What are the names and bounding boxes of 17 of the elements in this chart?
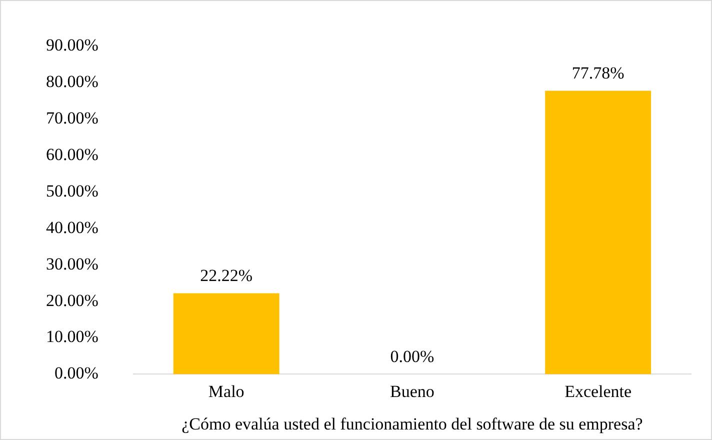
data-label: 0.00%	[390, 347, 434, 366]
y-tick-label: 80.00%	[46, 72, 98, 92]
y-tick-label: 0.00%	[54, 364, 98, 383]
x-tick-label: Excelente	[564, 382, 632, 401]
data-label: 22.22%	[200, 266, 253, 286]
y-tick-label: 10.00%	[46, 327, 98, 346]
y-tick-label: 40.00%	[46, 218, 98, 237]
y-tick-label: 50.00%	[46, 181, 98, 200]
y-tick-label: 20.00%	[46, 290, 98, 310]
y-tick-label: 30.00%	[46, 254, 98, 274]
y-tick-label: 60.00%	[46, 145, 98, 164]
y-tick-label: 70.00%	[46, 108, 98, 128]
x-axis-title: ¿Cómo evalúa usted el funcionamiento del software de su empresa?	[182, 414, 643, 434]
data-label: 77.78%	[572, 64, 624, 83]
y-tick-label: 90.00%	[46, 36, 98, 55]
x-tick-label: Malo	[208, 382, 244, 401]
x-tick-label: Bueno	[390, 382, 434, 401]
